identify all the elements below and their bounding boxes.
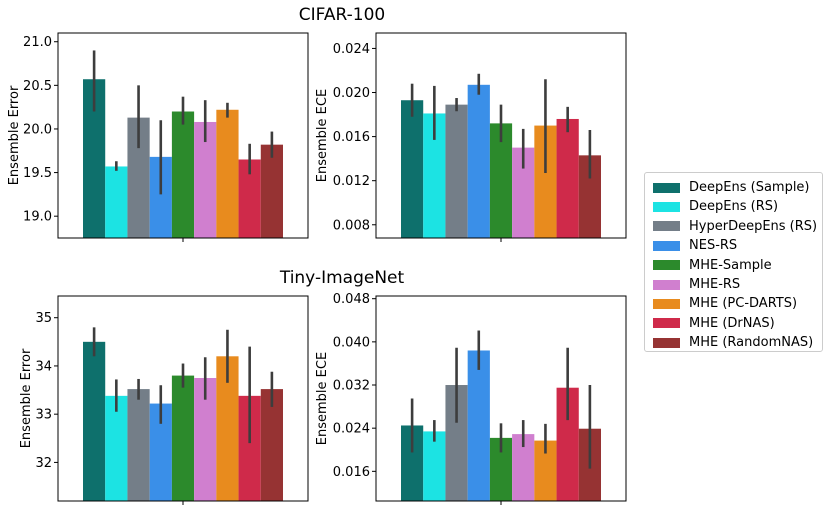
- legend-swatch: [653, 279, 680, 290]
- y-axis-label: Ensemble Error: [19, 348, 34, 448]
- bar: [216, 356, 239, 501]
- bar: [194, 378, 217, 501]
- bar: [171, 375, 195, 501]
- legend-label: MHE-RS: [689, 277, 741, 292]
- legend-item: MHE (DrNAS): [653, 314, 775, 333]
- y-axis-label: Ensemble ECE: [315, 89, 330, 182]
- legend-swatch: [653, 260, 680, 271]
- bar: [512, 147, 535, 238]
- legend-label: MHE (DrNAS): [689, 315, 775, 331]
- y-tick-label: 33: [35, 408, 52, 423]
- bar: [194, 121, 217, 238]
- bar: [467, 84, 490, 238]
- bar: [83, 79, 106, 238]
- y-tick-label: 20.0: [23, 122, 52, 137]
- y-tick-label: 32: [35, 456, 52, 471]
- bar: [260, 389, 283, 501]
- bar: [467, 350, 490, 501]
- bar: [171, 111, 195, 238]
- legend-label: MHE (RandomNAS): [689, 335, 814, 351]
- bar: [127, 117, 150, 238]
- legend-item: DeepEns (Sample): [653, 178, 810, 197]
- legend-label: MHE-Sample: [689, 257, 772, 273]
- y-axis-label: Ensemble Error: [7, 85, 22, 185]
- legend-swatch: [653, 201, 680, 212]
- bar: [401, 425, 424, 501]
- y-tick-label: 21.0: [23, 35, 52, 50]
- y-tick-label: 19.0: [23, 210, 52, 225]
- y-tick-label: 0.016: [333, 465, 370, 480]
- bar: [149, 156, 172, 238]
- legend-swatch: [653, 318, 680, 329]
- bar: [556, 118, 579, 238]
- y-tick-label: 0.048: [333, 292, 370, 307]
- legend-item: DeepEns (RS): [653, 197, 778, 216]
- bar: [238, 159, 261, 238]
- bar: [105, 166, 128, 238]
- y-tick-label: 0.040: [333, 335, 370, 350]
- legend-swatch: [653, 298, 680, 309]
- y-tick-label: 19.5: [23, 166, 52, 181]
- y-tick-label: 0.008: [333, 218, 370, 233]
- legend-swatch: [653, 182, 680, 193]
- bar: [445, 104, 468, 238]
- bar: [260, 144, 283, 238]
- legend-swatch: [653, 221, 680, 232]
- legend-label: NES-RS: [689, 238, 738, 254]
- row-title: CIFAR-100: [299, 5, 385, 25]
- bar: [512, 434, 535, 501]
- bar: [127, 389, 150, 501]
- bar: [556, 387, 579, 501]
- y-tick-label: 0.032: [333, 379, 370, 394]
- legend-item: MHE-Sample: [653, 256, 772, 275]
- y-tick-label: 35: [35, 311, 52, 326]
- y-tick-label: 0.024: [333, 42, 370, 57]
- bar: [149, 403, 172, 501]
- bar: [238, 395, 261, 501]
- legend-swatch: [653, 337, 680, 348]
- bar: [489, 437, 513, 501]
- bar: [83, 341, 106, 501]
- legend-item: MHE (PC-DARTS): [653, 294, 797, 313]
- bar: [423, 113, 446, 238]
- legend-swatch: [653, 240, 680, 251]
- bar: [534, 125, 557, 238]
- legend-item: NES-RS: [653, 236, 737, 255]
- bar: [105, 395, 128, 501]
- y-tick-label: 0.016: [333, 130, 370, 145]
- y-tick-label: 20.5: [23, 79, 52, 94]
- y-axis-label: Ensemble ECE: [315, 352, 330, 445]
- y-tick-label: 34: [35, 359, 52, 374]
- legend-item: MHE-RS: [653, 275, 740, 294]
- legend-label: DeepEns (Sample): [689, 180, 810, 195]
- y-tick-label: 0.020: [333, 86, 370, 101]
- bar: [216, 109, 239, 238]
- legend-label: MHE (PC-DARTS): [689, 296, 798, 312]
- y-tick-label: 0.012: [333, 174, 370, 189]
- bar: [489, 123, 513, 238]
- legend-item: MHE (RandomNAS): [653, 333, 813, 352]
- bar: [534, 440, 557, 501]
- bar: [578, 155, 601, 238]
- legend-label: DeepEns (RS): [689, 199, 779, 215]
- bar: [401, 100, 424, 238]
- row-title: Tiny-ImageNet: [279, 268, 405, 288]
- y-tick-label: 0.024: [333, 422, 370, 437]
- legend: DeepEns (Sample) DeepEns (RS) HyperDeepEns…: [644, 172, 823, 352]
- bar: [445, 385, 468, 501]
- bar: [423, 431, 446, 501]
- legend-label: HyperDeepEns (RS): [689, 218, 818, 234]
- legend-item: HyperDeepEns (RS): [653, 217, 817, 236]
